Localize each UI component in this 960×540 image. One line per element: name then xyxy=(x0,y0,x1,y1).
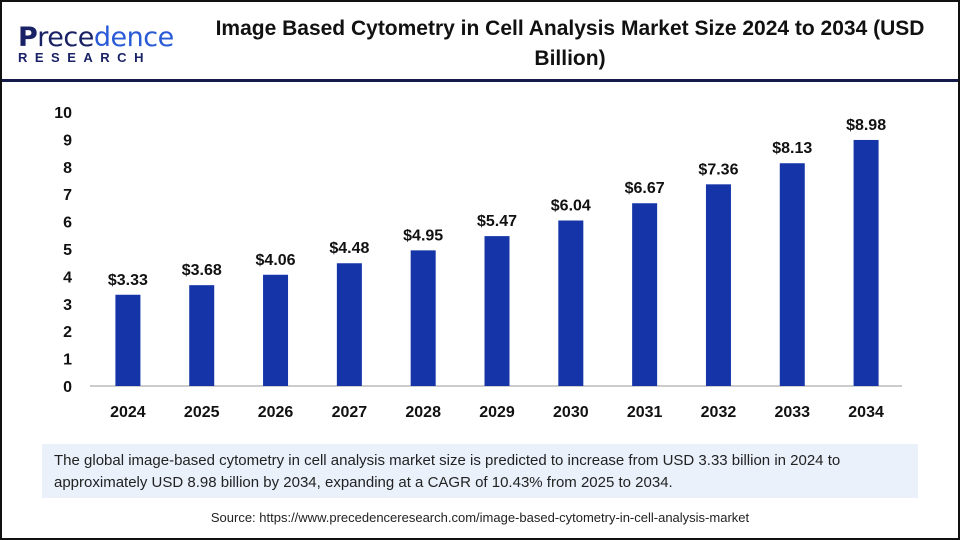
y-tick-label: 0 xyxy=(63,379,72,396)
y-tick-label: 9 xyxy=(63,132,72,149)
bar xyxy=(705,184,731,386)
data-label: $4.95 xyxy=(403,227,443,244)
y-tick-label: 6 xyxy=(63,215,72,232)
data-label: $8.13 xyxy=(772,140,812,157)
x-tick-label: 2028 xyxy=(405,404,441,421)
data-label: $3.68 xyxy=(182,262,222,279)
y-tick-label: 7 xyxy=(63,187,72,204)
data-label: $7.36 xyxy=(698,161,738,178)
data-label: $6.04 xyxy=(551,198,591,215)
x-tick-label: 2025 xyxy=(184,404,220,421)
bar xyxy=(115,294,141,386)
y-tick-label: 2 xyxy=(63,324,72,341)
chart-title: Image Based Cytometry in Cell Analysis M… xyxy=(215,17,925,70)
bar xyxy=(779,163,805,386)
x-tick-label: 2032 xyxy=(701,404,737,421)
x-tick-label: 2034 xyxy=(848,404,884,421)
bar xyxy=(263,274,289,386)
y-tick-label: 10 xyxy=(54,105,72,122)
x-tick-label: 2024 xyxy=(110,404,146,421)
x-tick-label: 2026 xyxy=(258,404,294,421)
data-label: $4.06 xyxy=(256,252,296,269)
bar xyxy=(558,220,584,386)
data-label: $3.33 xyxy=(108,272,148,289)
x-tick-label: 2029 xyxy=(479,404,515,421)
y-tick-label: 8 xyxy=(63,160,72,177)
x-tick-label: 2027 xyxy=(332,404,368,421)
data-label: $4.48 xyxy=(329,240,369,257)
y-tick-label: 1 xyxy=(63,352,72,369)
data-label: $6.67 xyxy=(625,180,665,197)
x-tick-label: 2031 xyxy=(627,404,663,421)
bar xyxy=(189,285,215,386)
data-label: $5.47 xyxy=(477,213,517,230)
y-tick-label: 4 xyxy=(63,269,72,286)
x-tick-label: 2033 xyxy=(774,404,810,421)
bar xyxy=(336,263,362,386)
bar xyxy=(484,236,510,386)
header-divider xyxy=(2,79,958,82)
y-tick-label: 3 xyxy=(63,297,72,314)
logo: Precedence RESEARCH xyxy=(18,22,174,65)
source-text: Source: https://www.precedenceresearch.c… xyxy=(210,510,750,525)
data-label: $8.98 xyxy=(846,117,886,134)
caption: The global image-based cytometry in cell… xyxy=(42,444,918,498)
y-tick-label: 5 xyxy=(63,242,72,259)
x-tick-label: 2030 xyxy=(553,404,589,421)
bar xyxy=(853,139,879,386)
bar xyxy=(410,250,436,386)
bar xyxy=(632,203,658,386)
